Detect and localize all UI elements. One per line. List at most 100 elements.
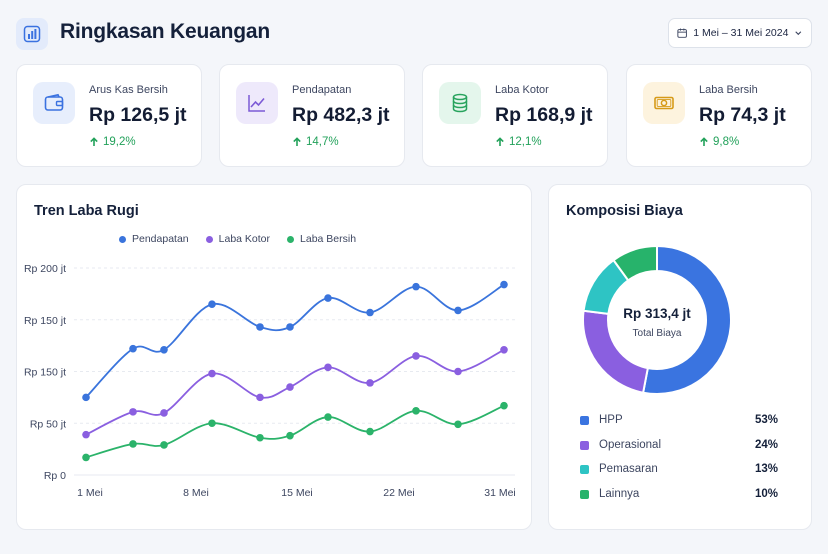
data-point-pendapatan <box>208 300 216 309</box>
legend-label: Lainnya <box>599 488 640 500</box>
arrow-up-icon <box>90 137 98 146</box>
data-point-pendapatan <box>129 344 137 353</box>
y-tick-label: Rp 150 jt <box>24 367 66 379</box>
y-tick-label: Rp 50 jt <box>30 418 66 430</box>
data-point-pendapatan <box>412 282 420 291</box>
x-tick-label: 1 Mei <box>77 487 103 499</box>
bar-chart-logo-icon <box>16 18 48 50</box>
data-point-laba-kotor <box>366 379 374 387</box>
trend-line-chart: Rp 0 Rp 50 jt Rp 150 jt Rp 150 jt Rp 200 jt 1… <box>24 263 516 499</box>
x-tick-label: 15 Mei <box>281 487 313 499</box>
legend-percent: 13% <box>754 463 778 475</box>
legend-percent: 24% <box>754 439 778 451</box>
data-point-laba-kotor <box>160 409 168 417</box>
series-line-pendapatan <box>85 283 505 399</box>
trend-line-icon <box>236 82 278 124</box>
data-point-laba-bersih <box>208 419 216 428</box>
data-point-laba-kotor <box>286 383 294 391</box>
data-point-laba-bersih <box>286 431 294 440</box>
wallet-icon <box>33 82 75 124</box>
kpi-label: Laba Kotor <box>495 84 549 96</box>
data-point-laba-kotor <box>82 430 90 439</box>
coins-icon <box>439 82 481 124</box>
donut-slice-operasional <box>582 309 649 394</box>
legend-dot <box>119 235 126 243</box>
data-point-laba-bersih <box>256 433 264 442</box>
data-point-laba-kotor <box>412 352 420 360</box>
data-point-laba-bersih <box>129 440 137 448</box>
legend-percent: 53% <box>754 414 778 426</box>
kpi-label: Pendapatan <box>292 84 352 96</box>
legend-swatch <box>580 464 589 474</box>
data-point-laba-bersih <box>82 453 90 462</box>
data-point-laba-kotor <box>500 345 508 354</box>
legend-swatch <box>580 489 589 499</box>
cost-composition-donut <box>582 244 732 395</box>
kpi-change-value: 19,2% <box>103 136 136 148</box>
data-point-laba-kotor <box>208 369 216 378</box>
kpi-change-value: 12,1% <box>509 136 542 148</box>
x-tick-label: 31 Mei <box>484 487 516 499</box>
legend-row-operasional: Operasional 24% <box>580 439 778 451</box>
kpi-value: Rp 168,9 jt <box>495 104 593 126</box>
kpi-value: Rp 482,3 jt <box>292 104 390 126</box>
composition-title: Komposisi Biaya <box>566 203 683 219</box>
x-tick-label: 8 Mei <box>183 487 209 499</box>
legend-row-hpp: HPP 53% <box>580 414 778 426</box>
date-range-picker[interactable]: 1 Mei – 31 Mei 2024 <box>668 18 812 48</box>
legend-item-laba-kotor: Laba Kotor <box>205 233 271 245</box>
data-point-pendapatan <box>324 294 332 302</box>
data-point-pendapatan <box>82 393 90 402</box>
legend-label: Laba Kotor <box>218 233 271 245</box>
date-range-label: 1 Mei – 31 Mei 2024 <box>693 27 789 39</box>
legend-label: Operasional <box>599 439 662 451</box>
donut-center-label: Total Biaya <box>632 328 682 339</box>
data-point-laba-kotor <box>454 367 462 376</box>
banknote-icon <box>643 82 685 124</box>
legend-label: Laba Bersih <box>300 233 357 245</box>
kpi-change-value: 9,8% <box>713 136 740 148</box>
donut-center-value: Rp 313,4 jt <box>623 306 691 321</box>
data-point-pendapatan <box>160 345 168 354</box>
legend-row-pemasaran: Pemasaran 13% <box>580 463 778 475</box>
kpi-card-pendapatan: Pendapatan Rp 482,3 jt 14,7% <box>219 64 405 167</box>
data-point-laba-bersih <box>324 413 332 421</box>
kpi-value: Rp 74,3 jt <box>699 104 786 126</box>
kpi-change: 19,2% <box>89 136 136 148</box>
series-line-laba-kotor <box>85 348 505 436</box>
legend-label: HPP <box>599 414 623 426</box>
legend-item-laba-bersih: Laba Bersih <box>287 233 356 245</box>
trend-title: Tren Laba Rugi <box>34 203 139 219</box>
legend-percent: 10% <box>754 488 778 500</box>
arrow-up-icon <box>496 137 504 146</box>
data-point-laba-kotor <box>256 393 264 402</box>
legend-dot <box>205 235 213 243</box>
x-tick-label: 22 Mei <box>383 487 415 499</box>
kpi-card-arus-kas-bersih: Arus Kas Bersih Rp 126,5 jt 19,2% <box>16 64 202 167</box>
data-point-laba-kotor <box>129 408 137 416</box>
trend-legend: Pendapatan Laba Kotor Laba Bersih <box>119 233 356 245</box>
y-tick-label: Rp 0 <box>44 470 66 482</box>
trend-panel <box>16 184 532 530</box>
data-point-laba-bersih <box>412 407 420 415</box>
legend-swatch <box>580 440 589 450</box>
data-point-pendapatan <box>256 323 264 331</box>
data-point-laba-bersih <box>366 427 374 436</box>
kpi-change-value: 14,7% <box>306 136 339 148</box>
kpi-change: 12,1% <box>495 136 542 148</box>
legend-item-pendapatan: Pendapatan <box>119 233 189 245</box>
donut-slice-hpp <box>641 244 732 395</box>
legend-dot <box>287 235 295 243</box>
arrow-up-icon <box>700 137 708 146</box>
calendar-icon <box>677 28 687 38</box>
data-point-laba-bersih <box>500 401 508 410</box>
data-point-pendapatan <box>286 323 294 331</box>
data-point-laba-bersih <box>454 420 462 429</box>
page-title: Ringkasan Keuangan <box>60 20 270 43</box>
data-point-pendapatan <box>500 280 508 289</box>
legend-label: Pendapatan <box>132 233 189 245</box>
kpi-change: 9,8% <box>699 136 739 148</box>
data-point-pendapatan <box>454 306 462 315</box>
kpi-value: Rp 126,5 jt <box>89 104 187 126</box>
